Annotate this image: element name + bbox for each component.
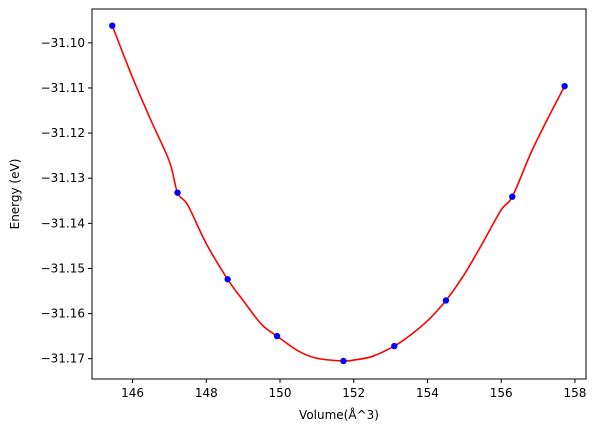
series-layer [109,22,568,365]
data-point [224,276,231,283]
data-point [442,297,450,304]
data-point [174,189,181,196]
data-point [109,22,116,29]
y-tick-label: −31.15 [41,261,85,275]
x-tick-label: 158 [563,386,586,400]
y-tick-label: −31.17 [41,352,85,366]
y-tick-label: −31.10 [41,36,85,50]
data-point [561,82,568,90]
y-axis: −31.10 −31.11 −31.12 −31.13 −31.14 −31.15 −31.… [41,36,92,366]
y-tick-label: −31.11 [41,81,85,95]
axes-frame [91,8,587,380]
y-tick-label: −31.12 [41,126,85,140]
data-point [509,193,516,200]
data-point [273,332,281,340]
y-tick-label: −31.16 [41,307,85,321]
y-tick-label: −31.14 [41,216,85,230]
data-point [340,357,347,365]
y-tick-label: −31.13 [41,171,85,185]
x-tick-label: 148 [195,386,218,400]
data-point [391,342,398,350]
x-tick-label: 156 [490,386,513,400]
x-tick-label: 150 [269,386,292,400]
y-axis-label: Energy (eV) [8,159,22,230]
x-tick-label: 154 [416,386,439,400]
x-tick-label: 152 [342,386,365,400]
x-tick-label: 146 [121,386,144,400]
plot-area [91,8,587,380]
x-axis-label: Volume(Å^3) [299,407,379,422]
x-axis: 146 148 150 152 154 156 158 [121,379,586,400]
